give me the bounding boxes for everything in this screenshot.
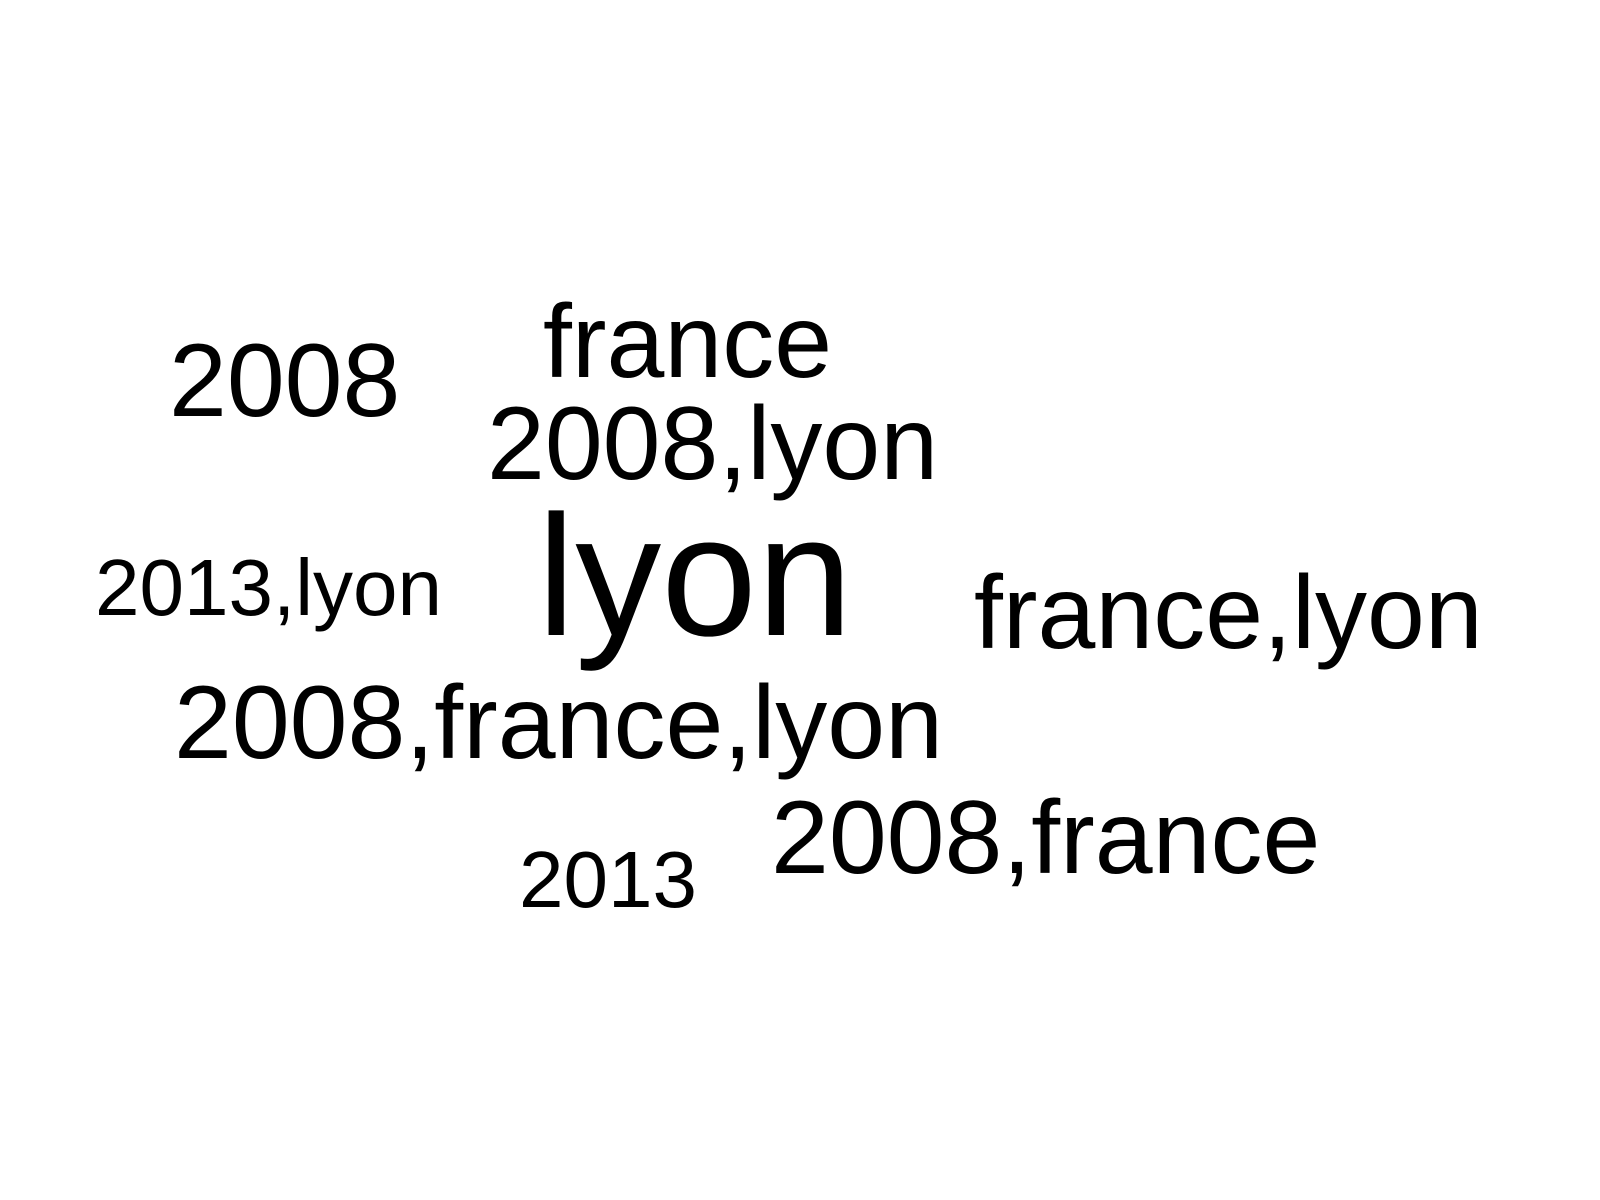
word-2008-france-lyon: 2008,france,lyon — [174, 665, 943, 781]
word-2008-lyon: 2008,lyon — [487, 386, 939, 502]
word-france-lyon: france,lyon — [974, 555, 1483, 671]
word-2013-lyon: 2013,lyon — [95, 543, 442, 632]
word-2013: 2013 — [519, 835, 697, 924]
word-lyon: lyon — [537, 480, 853, 672]
word-2008-france: 2008,france — [771, 780, 1321, 896]
word-france: france — [543, 284, 833, 400]
word-2008: 2008 — [169, 323, 401, 439]
